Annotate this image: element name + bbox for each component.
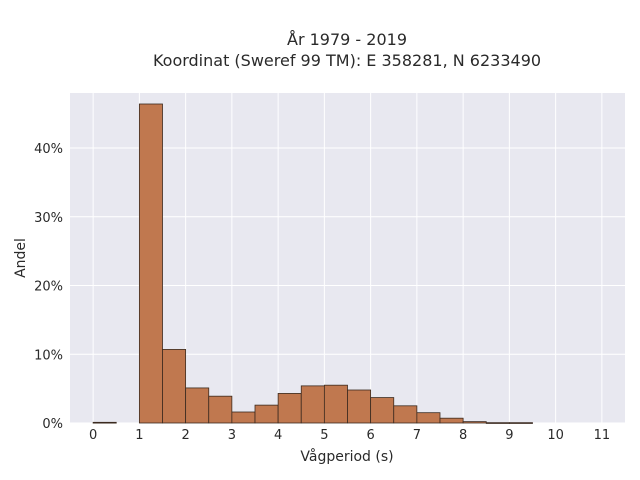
y-axis-ticks: 0% 10% 20% 30% 40%: [34, 142, 63, 432]
histogram-bar: [138, 103, 163, 424]
y-axis-label: Andel: [13, 238, 29, 278]
histogram-bar: [416, 412, 441, 424]
x-tick-label: 6: [366, 428, 374, 443]
x-tick-label: 0: [89, 428, 97, 443]
histogram-bar: [231, 411, 256, 424]
x-tick-label: 11: [594, 428, 611, 443]
y-tick-label: 0%: [42, 417, 63, 432]
x-tick-label: 5: [320, 428, 328, 443]
histogram-bar: [347, 389, 372, 424]
histogram-bar: [300, 385, 325, 424]
y-tick-label: 40%: [34, 142, 63, 157]
y-tick-label: 10%: [34, 348, 63, 363]
x-tick-label: 10: [547, 428, 564, 443]
x-tick-label: 8: [459, 428, 467, 443]
histogram-bar: [277, 393, 302, 424]
x-tick-label: 2: [181, 428, 189, 443]
x-tick-label: 4: [274, 428, 282, 443]
histogram-bar: [370, 397, 395, 424]
x-tick-label: 7: [413, 428, 421, 443]
histogram-bar: [185, 387, 210, 424]
histogram-bar: [323, 384, 348, 424]
x-tick-label: 3: [228, 428, 236, 443]
histogram-bar: [92, 421, 117, 424]
x-tick-label: 1: [135, 428, 143, 443]
y-tick-label: 30%: [34, 211, 63, 226]
histogram-bar: [439, 417, 464, 424]
histogram-bar: [208, 395, 233, 424]
histogram-bar: [162, 349, 187, 424]
x-tick-label: 9: [505, 428, 513, 443]
chart-title-line1: År 1979 - 2019: [287, 30, 407, 49]
histogram-bar: [508, 422, 533, 424]
chart-title-line2: Koordinat (Sweref 99 TM): E 358281, N 62…: [153, 51, 541, 70]
histogram-bar: [254, 404, 279, 424]
y-tick-label: 20%: [34, 280, 63, 295]
histogram-bars: [92, 103, 533, 424]
x-axis-ticks: 0 1 2 3 4 5 6 7 8 9 10 11: [89, 428, 610, 443]
histogram-bar: [462, 421, 487, 424]
histogram-bar: [485, 422, 510, 424]
histogram-bar: [393, 405, 418, 424]
x-axis-label: Vågperiod (s): [300, 448, 393, 465]
